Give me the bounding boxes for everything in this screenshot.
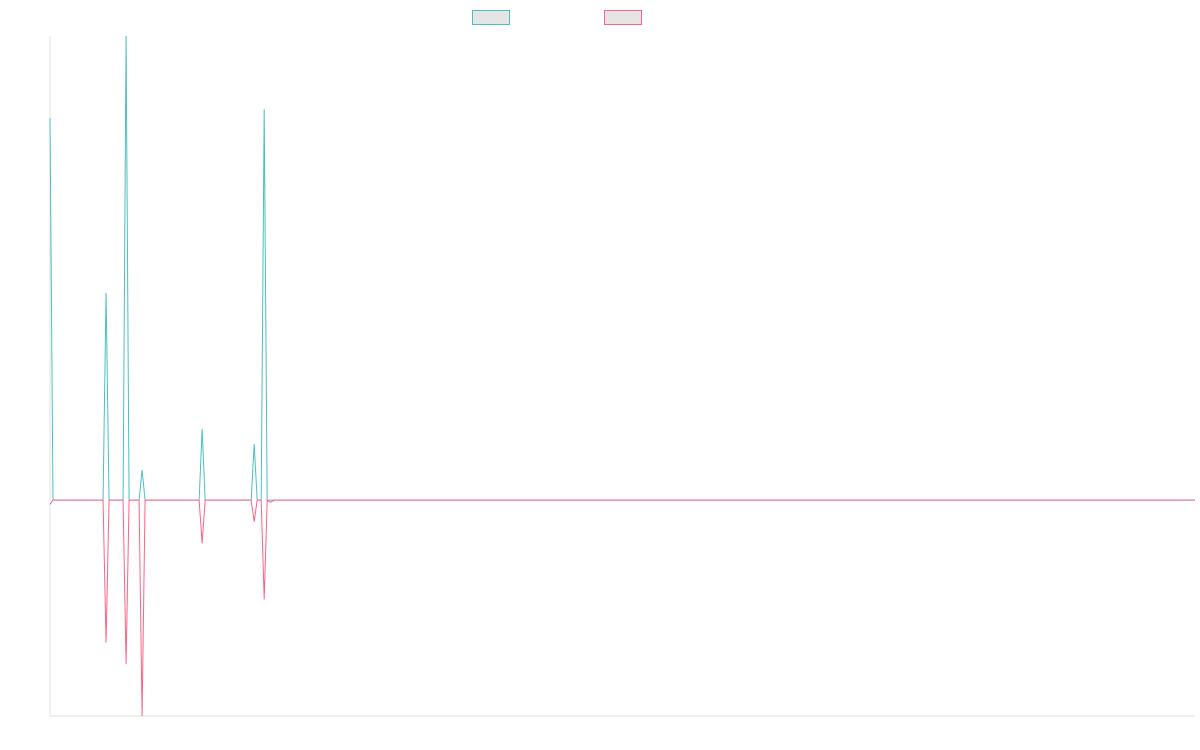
legend-swatch-series-2[interactable] [604, 10, 642, 25]
legend-swatch-series-1[interactable] [472, 10, 510, 25]
series-2-line [49, 499, 1195, 717]
series-layer [49, 35, 1195, 717]
series-1-line [49, 35, 1195, 501]
